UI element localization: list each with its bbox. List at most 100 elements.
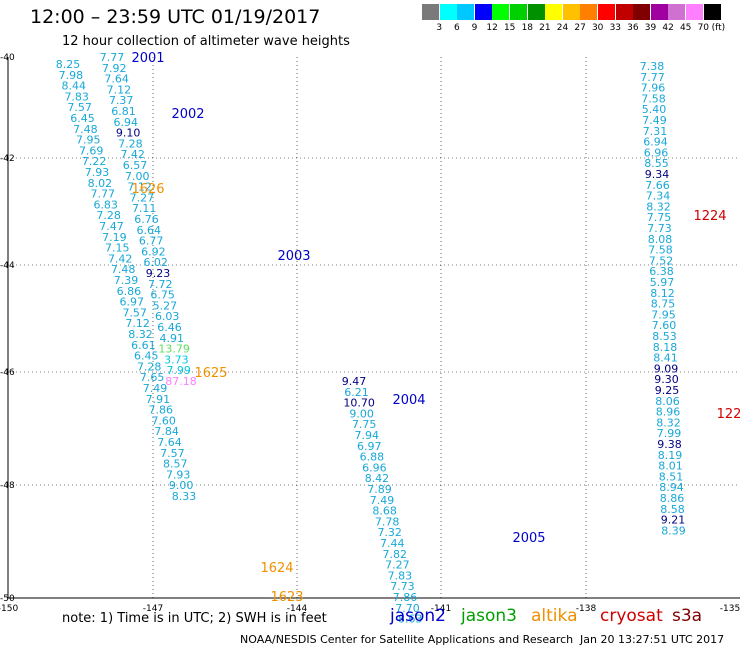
wave-height-value: 7.60 — [652, 319, 677, 332]
wave-height-value: 7.89 — [367, 483, 392, 496]
wave-height-value: 7.83 — [64, 90, 89, 103]
lat-tick-label: -40 — [0, 53, 15, 63]
wave-height-value: 7.48 — [73, 123, 98, 136]
wave-height-value: 87.18 — [165, 375, 197, 388]
wave-height-value: 8.68 — [372, 505, 397, 518]
lat-tick-label: -44 — [0, 261, 15, 271]
scale-label: 3 — [436, 23, 443, 33]
wave-height-value: 7.69 — [79, 144, 104, 157]
wave-height-value: 7.48 — [111, 263, 136, 276]
wave-height-value: 8.06 — [655, 395, 680, 408]
wave-height-value: 6.86 — [117, 285, 142, 298]
wave-height-value: 6.94 — [643, 136, 668, 149]
wave-height-value: 5.27 — [153, 299, 178, 312]
scale-label: 33 — [609, 23, 622, 33]
wave-height-value: 8.08 — [648, 233, 673, 246]
wave-height-value: 6.77 — [139, 235, 164, 248]
wave-height-value: 6.46 — [157, 321, 182, 334]
wave-height-value: 8.53 — [652, 330, 677, 343]
scale-label: 9 — [471, 23, 478, 33]
wave-height-value: 6.96 — [362, 461, 387, 474]
scale-label: 30 — [591, 23, 604, 33]
pass-labels: 2001200220032004200516261625162416231224… — [131, 51, 740, 605]
wave-height-value: 8.75 — [651, 298, 676, 311]
wave-height-value: 8.41 — [653, 352, 678, 365]
scale-label: 27 — [574, 23, 586, 33]
wave-height-value: 7.57 — [122, 306, 147, 319]
scale-swatch — [650, 4, 668, 20]
pass-label: 1224 — [693, 209, 726, 224]
generated-timestamp: Jan 20 13:27:51 UTC 2017 — [580, 633, 725, 646]
wave-height-value: 8.25 — [56, 58, 81, 71]
scale-swatch — [615, 4, 633, 20]
scale-label: 6 — [454, 23, 460, 33]
wave-height-value: 9.21 — [661, 514, 686, 527]
wave-height-value: 6.64 — [137, 224, 162, 237]
wave-height-value: 6.81 — [111, 105, 136, 118]
wave-height-value: 7.60 — [151, 414, 176, 427]
wave-height-value: 5.40 — [642, 103, 667, 116]
units-note: note: 1) Time is in UTC; 2) SWH is in fe… — [62, 611, 327, 626]
wave-height-value: 7.28 — [118, 137, 143, 150]
page-title: 12:00 – 23:59 UTC 01/19/2017 — [30, 6, 321, 28]
lat-tick-label: -50 — [0, 594, 15, 604]
scale-swatch — [686, 4, 703, 20]
wave-height-value: 7.38 — [640, 60, 665, 73]
lat-tick-label: -42 — [0, 154, 15, 164]
wave-height-value: 6.38 — [649, 265, 674, 278]
wave-height-value: 6.88 — [360, 451, 385, 464]
wave-height-value: 7.86 — [149, 404, 174, 417]
wave-height-value: 9.30 — [654, 373, 679, 386]
scale-swatch — [474, 4, 492, 20]
wave-height-value: 7.78 — [375, 515, 400, 528]
pass-label: 2001 — [131, 51, 164, 66]
wave-height-value: 8.55 — [644, 157, 669, 170]
wave-height-value: 8.01 — [658, 460, 683, 473]
wave-height-value: 8.86 — [660, 492, 685, 505]
wave-height-value: 7.39 — [114, 274, 139, 287]
wave-height-value: 6.96 — [644, 146, 669, 159]
pass-label: 1626 — [131, 182, 164, 197]
wave-height-value: 7.75 — [352, 418, 377, 431]
wave-height-value: 7.57 — [160, 447, 185, 460]
track-1224: 7.387.777.967.585.407.497.316.946.968.55… — [640, 60, 686, 537]
wave-height-value: 9.38 — [657, 438, 682, 451]
wave-height-value: 7.52 — [649, 254, 674, 267]
wave-height-value: 9.23 — [146, 267, 171, 280]
pass-label: 2003 — [277, 249, 310, 264]
scale-swatch — [598, 4, 615, 20]
wave-height-value: 7.96 — [641, 82, 666, 95]
lon-tick-label: -147 — [143, 604, 163, 614]
wave-height-value: 7.49 — [642, 114, 667, 127]
wave-height-value: 7.70 — [395, 602, 420, 615]
wave-height-value: 7.19 — [102, 231, 127, 244]
scale-label: 70 — [697, 23, 710, 33]
scale-swatch — [580, 4, 598, 20]
wave-height-value: 8.39 — [661, 524, 686, 537]
scale-unit: (ft) — [711, 23, 726, 33]
lon-tick-label: -141 — [431, 604, 451, 614]
wave-height-value: 6.21 — [344, 386, 369, 399]
wave-height-value: 8.42 — [365, 472, 390, 485]
scale-swatch — [527, 4, 545, 20]
scale-label: 21 — [539, 23, 551, 33]
pass-label: 2004 — [392, 393, 425, 408]
wave-height-value: 7.64 — [104, 73, 129, 86]
wave-height-value: 7.77 — [91, 188, 116, 201]
wave-height-value: 7.37 — [109, 94, 134, 107]
wave-height-value: 9.00 — [349, 407, 374, 420]
wave-height-value: 7.42 — [120, 148, 145, 161]
lon-tick-label: -135 — [720, 604, 740, 614]
scale-swatch — [457, 4, 475, 20]
lat-tick-label: -48 — [0, 481, 15, 491]
wave-height-value: 7.65 — [140, 371, 165, 384]
scale-swatch — [439, 4, 457, 20]
scale-swatch — [492, 4, 510, 20]
wave-height-value: 8.44 — [62, 80, 87, 93]
wave-height-value: 7.12 — [125, 317, 150, 330]
wave-height-value: 8.32 — [656, 416, 681, 429]
pass-label: 1624 — [260, 561, 293, 576]
wave-height-value: 8.51 — [659, 470, 684, 483]
pass-label: 122 — [717, 407, 740, 422]
